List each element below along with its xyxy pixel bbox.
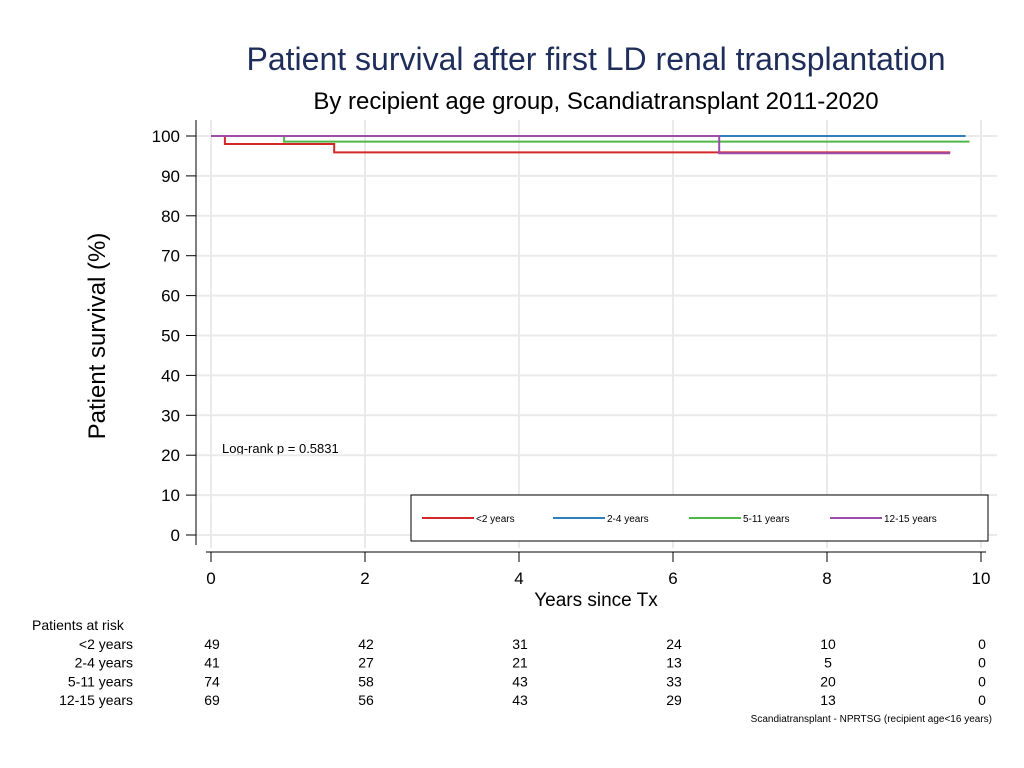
y-tick-label: 90 bbox=[161, 167, 180, 186]
x-tick-label: 8 bbox=[822, 569, 831, 588]
y-axis-title: Patient survival (%) bbox=[84, 233, 111, 440]
risk-cell: 0 bbox=[978, 655, 986, 671]
legend-label: 5-11 years bbox=[743, 514, 790, 525]
risk-cell: 31 bbox=[512, 636, 528, 652]
y-tick-label: 60 bbox=[161, 287, 180, 306]
y-tick-label: 50 bbox=[161, 327, 180, 346]
legend-label: <2 years bbox=[476, 514, 515, 525]
risk-row-label: 5-11 years bbox=[68, 673, 133, 689]
risk-cell: 10 bbox=[820, 636, 836, 652]
x-tick-label: 4 bbox=[514, 569, 523, 588]
risk-cell: 13 bbox=[820, 692, 836, 708]
risk-row-label: 2-4 years bbox=[75, 655, 133, 671]
risk-cell: 56 bbox=[358, 692, 374, 708]
risk-cell: 74 bbox=[204, 673, 220, 689]
y-tick-label: 100 bbox=[152, 127, 180, 146]
risk-cell: 29 bbox=[666, 692, 682, 708]
x-tick-label: 6 bbox=[668, 569, 677, 588]
series-line-0 bbox=[211, 135, 951, 154]
risk-cell: 27 bbox=[358, 655, 374, 671]
risk-row-label: <2 years bbox=[79, 636, 133, 652]
risk-cell: 24 bbox=[666, 636, 682, 652]
risk-cell: 0 bbox=[978, 636, 986, 652]
chart-title: Patient survival after first LD renal tr… bbox=[247, 41, 946, 77]
legend-label: 2-4 years bbox=[607, 514, 649, 525]
x-tick-label: 2 bbox=[360, 569, 369, 588]
footer-credit: Scandiatransplant - NPRTSG (recipient ag… bbox=[751, 714, 992, 725]
risk-cell: 41 bbox=[204, 655, 220, 671]
y-tick-label: 70 bbox=[161, 247, 180, 266]
series-line-3 bbox=[211, 135, 951, 155]
x-axis-title: Years since Tx bbox=[534, 590, 658, 611]
y-tick-label: 0 bbox=[171, 526, 180, 545]
y-tick-label: 80 bbox=[161, 207, 180, 226]
legend-label: 12-15 years bbox=[884, 514, 937, 525]
risk-cell: 5 bbox=[824, 655, 832, 671]
risk-cell: 43 bbox=[512, 692, 528, 708]
x-tick-label: 0 bbox=[206, 569, 215, 588]
risk-cell: 69 bbox=[204, 692, 220, 708]
risk-cell: 21 bbox=[512, 655, 528, 671]
chart-subtitle: By recipient age group, Scandiatransplan… bbox=[313, 88, 878, 115]
y-tick-label: 40 bbox=[161, 366, 180, 385]
y-tick-label: 20 bbox=[161, 446, 180, 465]
risk-cell: 13 bbox=[666, 655, 682, 671]
risk-row-label: 12-15 years bbox=[59, 692, 133, 708]
risk-cell: 0 bbox=[978, 692, 986, 708]
x-tick-label: 10 bbox=[972, 569, 991, 588]
y-tick-label: 10 bbox=[161, 486, 180, 505]
y-tick-label: 30 bbox=[161, 406, 180, 425]
risk-cell: 43 bbox=[512, 673, 528, 689]
risk-cell: 0 bbox=[978, 673, 986, 689]
risk-cell: 20 bbox=[820, 673, 836, 689]
risk-cell: 33 bbox=[666, 673, 682, 689]
risk-cell: 49 bbox=[204, 636, 220, 652]
risk-table-header: Patients at risk bbox=[32, 617, 125, 633]
risk-cell: 58 bbox=[358, 673, 374, 689]
risk-cell: 42 bbox=[358, 636, 374, 652]
log-rank-annotation: Log-rank p = 0.5831 bbox=[222, 441, 339, 456]
